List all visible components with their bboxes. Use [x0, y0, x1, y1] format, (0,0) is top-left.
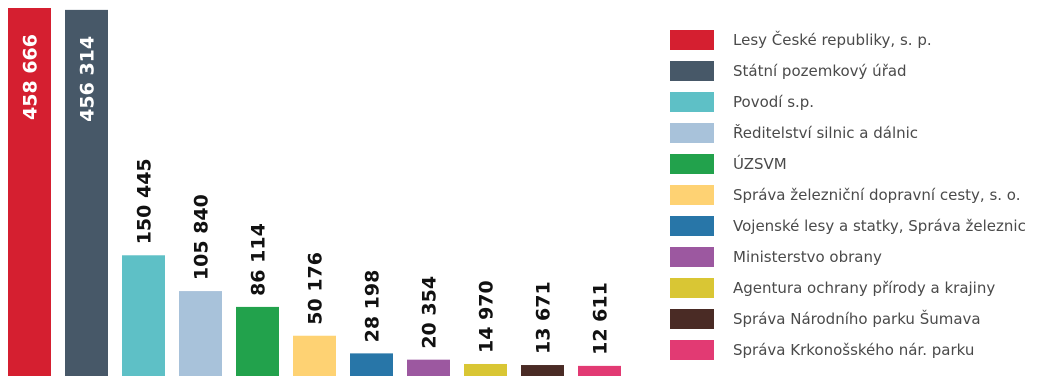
legend-label: Správa železniční dopravní cesty, s. o.: [733, 185, 1021, 204]
legend-item-8: Ministerstvo obrany: [670, 241, 1058, 272]
legend-item-1: Lesy České republiky, s. p.: [670, 24, 1058, 55]
legend-label: ÚZSVM: [733, 154, 787, 173]
value-label-5: 86 114: [248, 223, 270, 296]
bar-11: [578, 365, 621, 376]
value-label-2: 456 314: [77, 36, 99, 122]
legend-swatch: [670, 29, 714, 50]
bar-9: [464, 363, 507, 376]
bar-7: [350, 353, 393, 376]
value-label-7: 28 198: [362, 270, 384, 343]
bar-1: [8, 8, 51, 376]
legend-swatch: [670, 277, 714, 298]
value-label-8: 20 354: [419, 276, 441, 349]
legend-item-10: Správa Národního parku Šumava: [670, 303, 1058, 334]
value-label-10: 13 671: [533, 281, 555, 354]
bar-10: [521, 365, 564, 376]
legend-item-11: Správa Krkonošského nár. parku: [670, 334, 1058, 365]
bar-chart: 458 666 456 314 150 445 105 840 86 114 50 176…: [8, 8, 621, 376]
legend-item-5: ÚZSVM: [670, 148, 1058, 179]
legend-swatch: [670, 215, 714, 236]
bar-3: [122, 255, 165, 376]
legend-swatch: [670, 122, 714, 143]
bar-5: [236, 306, 279, 376]
value-label-9: 14 970: [476, 280, 498, 353]
legend-swatch: [670, 339, 714, 360]
legend-label: Vojenské lesy a statky, Správa železnic: [733, 216, 1026, 235]
legend-item-2: Státní pozemkový úřad: [670, 55, 1058, 86]
legend-label: Správa Krkonošského nár. parku: [733, 340, 975, 359]
legend-item-6: Správa železniční dopravní cesty, s. o.: [670, 179, 1058, 210]
bar-8: [407, 359, 450, 376]
legend-label: Správa Národního parku Šumava: [733, 309, 981, 328]
legend: Lesy České republiky, s. p. Státní pozemk…: [670, 24, 1058, 365]
legend-label: Agentura ochrany přírody a krajiny: [733, 278, 996, 297]
legend-item-7: Vojenské lesy a statky, Správa železnic: [670, 210, 1058, 241]
legend-swatch: [670, 91, 714, 112]
legend-swatch: [670, 60, 714, 81]
legend-swatch: [670, 184, 714, 205]
legend-label: Ředitelství silnic a dálnic: [733, 123, 919, 142]
legend-item-9: Agentura ochrany přírody a krajiny: [670, 272, 1058, 303]
bar-2: [65, 9, 108, 376]
legend-swatch: [670, 308, 714, 329]
legend-label: Lesy České republiky, s. p.: [733, 30, 932, 49]
value-label-3: 150 445: [134, 158, 156, 244]
legend-swatch: [670, 246, 714, 267]
bars-group: [8, 8, 621, 376]
legend-item-3: Povodí s.p.: [670, 86, 1058, 117]
value-label-6: 50 176: [305, 252, 327, 325]
value-label-1: 458 666: [20, 34, 42, 120]
value-label-4: 105 840: [191, 194, 213, 280]
bar-6: [293, 335, 336, 376]
legend-label: Ministerstvo obrany: [733, 247, 882, 266]
legend-swatch: [670, 153, 714, 174]
legend-item-4: Ředitelství silnic a dálnic: [670, 117, 1058, 148]
legend-label: Povodí s.p.: [733, 92, 815, 111]
value-label-11: 12 611: [590, 282, 612, 355]
legend-label: Státní pozemkový úřad: [733, 61, 907, 80]
value-labels-group: 458 666 456 314 150 445 105 840 86 114 50 176…: [20, 34, 612, 355]
bar-4: [179, 291, 222, 376]
